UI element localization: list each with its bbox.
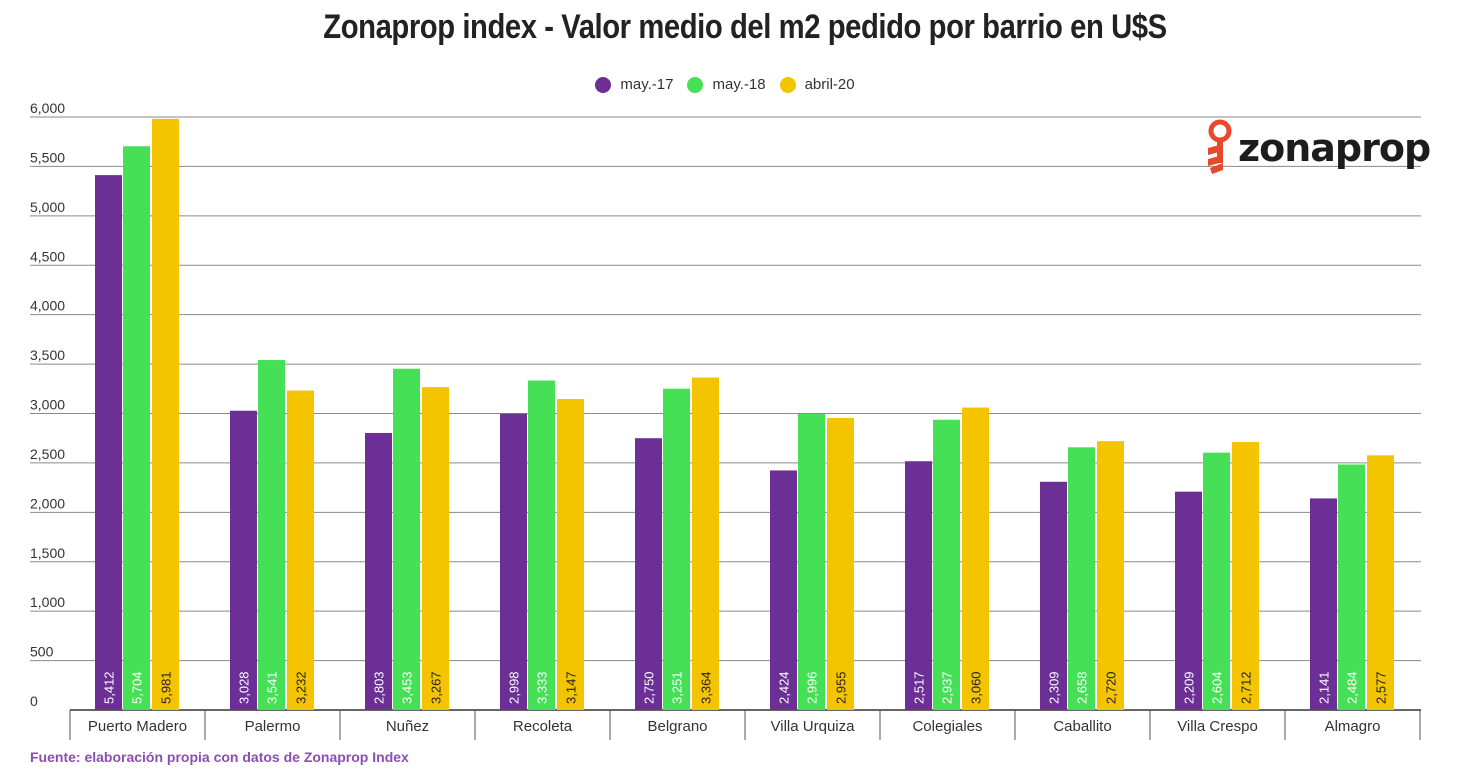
data-label: 2,937 xyxy=(940,671,955,704)
data-label: 3,364 xyxy=(699,671,714,704)
legend-label: may.-18 xyxy=(712,76,766,93)
zonaprop-logo: zonaprop xyxy=(1206,118,1431,178)
bar xyxy=(123,146,150,711)
data-label: 2,209 xyxy=(1182,671,1197,704)
bar xyxy=(798,413,825,710)
bar xyxy=(1097,441,1124,710)
x-tick-label: Belgrano xyxy=(647,718,707,735)
data-label: 3,147 xyxy=(564,671,579,704)
bar xyxy=(95,175,122,710)
x-tick-label: Recoleta xyxy=(513,718,573,735)
bar xyxy=(500,413,527,710)
x-tick-label: Villa Crespo xyxy=(1177,718,1258,735)
bar xyxy=(1310,498,1337,710)
y-tick-label: 5,000 xyxy=(30,199,65,215)
y-tick-label: 4,000 xyxy=(30,298,65,314)
x-tick-label: Colegiales xyxy=(912,718,982,735)
key-icon xyxy=(1208,119,1232,174)
y-tick-label: 3,500 xyxy=(30,347,65,363)
bar xyxy=(905,461,932,710)
bar xyxy=(1203,452,1230,710)
chart-title: Zonaprop index - Valor medio del m2 pedi… xyxy=(323,8,1167,46)
y-tick-label: 500 xyxy=(30,644,54,660)
bar xyxy=(152,118,179,711)
data-label: 3,541 xyxy=(265,671,280,704)
bar xyxy=(770,470,797,710)
y-tick-label: 6,000 xyxy=(30,100,65,116)
x-tick-label: Puerto Madero xyxy=(88,718,187,735)
bar xyxy=(1367,455,1394,710)
data-label: 2,750 xyxy=(642,671,657,704)
data-label: 3,453 xyxy=(400,671,415,704)
bar xyxy=(287,390,314,710)
bar xyxy=(393,368,420,710)
y-tick-label: 4,500 xyxy=(30,248,65,264)
source-note: Fuente: elaboración propia con datos de … xyxy=(30,749,409,765)
data-label: 2,424 xyxy=(777,671,792,704)
bar xyxy=(1232,441,1259,710)
bar xyxy=(422,387,449,710)
data-label: 3,251 xyxy=(670,671,685,704)
data-label: 3,060 xyxy=(969,671,984,704)
bar xyxy=(1068,447,1095,710)
legend-swatch xyxy=(779,76,796,93)
data-label: 5,981 xyxy=(159,671,174,704)
logo-text: zonaprop xyxy=(1238,126,1431,170)
bar xyxy=(663,388,690,710)
data-label: 2,996 xyxy=(805,671,820,704)
legend-label: may.-17 xyxy=(620,76,674,93)
data-label: 2,720 xyxy=(1104,671,1119,704)
x-tick-label: Palermo xyxy=(245,718,301,735)
bar xyxy=(528,380,555,710)
bar xyxy=(635,438,662,710)
data-label: 3,267 xyxy=(429,671,444,704)
bar xyxy=(827,417,854,710)
data-label: 2,712 xyxy=(1239,671,1254,704)
data-label: 2,309 xyxy=(1047,671,1062,704)
legend-label: abril-20 xyxy=(804,76,855,93)
bar xyxy=(933,419,960,710)
data-label: 2,658 xyxy=(1075,671,1090,704)
legend-item: may.-17 xyxy=(595,76,673,93)
y-tick-label: 2,000 xyxy=(30,495,65,511)
x-tick-label: Caballito xyxy=(1053,718,1111,735)
data-label: 2,484 xyxy=(1345,671,1360,704)
data-label: 3,333 xyxy=(535,671,550,704)
bar xyxy=(365,432,392,710)
bar xyxy=(258,360,285,710)
data-label: 2,955 xyxy=(834,671,849,704)
data-label: 5,412 xyxy=(102,671,117,704)
data-label: 5,704 xyxy=(130,671,145,704)
legend-swatch xyxy=(595,76,612,93)
x-tick-label: Nuñez xyxy=(386,718,429,735)
data-label: 2,577 xyxy=(1374,671,1389,704)
data-label: 2,998 xyxy=(507,671,522,704)
y-tick-label: 5,500 xyxy=(30,149,65,165)
data-label: 2,141 xyxy=(1317,671,1332,704)
legend-item: abril-20 xyxy=(779,76,855,93)
y-tick-label: 2,500 xyxy=(30,446,65,462)
data-label: 3,028 xyxy=(237,671,252,704)
data-label: 2,803 xyxy=(372,671,387,704)
y-tick-label: 1,000 xyxy=(30,594,65,610)
data-label: 3,232 xyxy=(294,671,309,704)
legend-swatch xyxy=(687,76,704,93)
bar xyxy=(1040,481,1067,710)
bar xyxy=(1338,464,1365,710)
bar xyxy=(1175,491,1202,710)
bar xyxy=(557,398,584,710)
y-tick-label: 0 xyxy=(30,693,38,709)
legend-item: may.-18 xyxy=(687,76,766,93)
x-tick-label: Almagro xyxy=(1325,718,1381,735)
bar xyxy=(692,377,719,710)
y-tick-label: 1,500 xyxy=(30,545,65,561)
bar xyxy=(230,410,257,710)
y-tick-label: 3,000 xyxy=(30,397,65,413)
x-tick-label: Villa Urquiza xyxy=(771,718,856,735)
data-label: 2,604 xyxy=(1210,671,1225,704)
data-label: 2,517 xyxy=(912,671,927,704)
legend: may.-17 may.-18 abril-20 xyxy=(0,76,1450,93)
bar xyxy=(962,407,989,710)
